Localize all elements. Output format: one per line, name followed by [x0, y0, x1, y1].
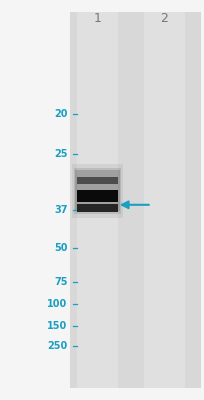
Bar — [76, 177, 117, 184]
Text: 50: 50 — [54, 243, 67, 253]
Bar — [73, 168, 120, 214]
Text: 20: 20 — [54, 109, 67, 119]
Bar — [143, 12, 184, 388]
Bar — [76, 204, 117, 212]
Bar — [69, 12, 200, 388]
Bar — [71, 164, 122, 218]
Bar — [76, 190, 117, 202]
Text: 150: 150 — [47, 321, 67, 331]
Text: 37: 37 — [54, 205, 67, 215]
Text: 25: 25 — [54, 149, 67, 159]
Bar — [76, 12, 117, 388]
Bar — [75, 170, 119, 211]
Text: 75: 75 — [54, 277, 67, 287]
Text: 100: 100 — [47, 299, 67, 309]
Text: 250: 250 — [47, 341, 67, 351]
Text: 2: 2 — [159, 12, 167, 24]
Text: 1: 1 — [93, 12, 101, 24]
